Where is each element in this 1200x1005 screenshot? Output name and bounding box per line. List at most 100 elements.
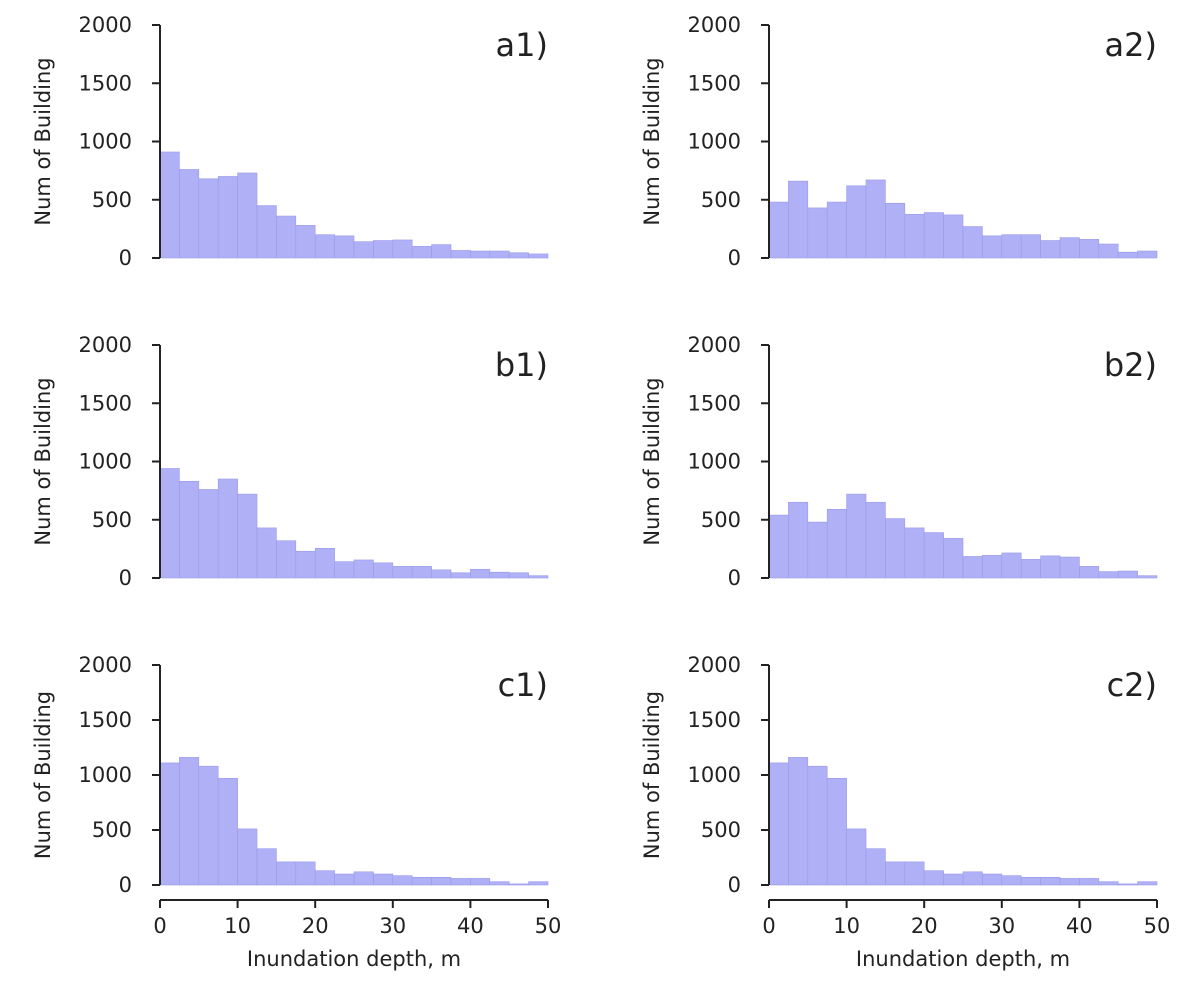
x-tick-label: 40 [457, 914, 484, 938]
histogram-bar [159, 762, 180, 886]
histogram-bar [865, 179, 886, 259]
histogram-bar [295, 225, 316, 259]
histogram-bar [373, 240, 394, 259]
histogram-bar [276, 540, 297, 579]
y-axis-label: Num of Building [640, 57, 664, 225]
histogram-bar [1137, 250, 1158, 259]
histogram-bar [256, 848, 277, 886]
panel-label: b1) [495, 346, 548, 384]
histogram-bar [788, 501, 809, 579]
y-axis-label: Num of Building [640, 377, 664, 545]
histogram-bar [1001, 552, 1022, 579]
y-tick-label: 500 [92, 188, 132, 212]
histogram-bar [217, 176, 238, 259]
histogram-bar [807, 765, 828, 886]
histogram-bar [1040, 240, 1061, 259]
histogram-bar [962, 871, 983, 886]
panel-b2: 0 500 1000 1500 2000 Num of Building b2) [640, 333, 1158, 590]
histogram-bar [1059, 237, 1080, 259]
histogram-bar [1137, 881, 1158, 886]
histogram-bar [1079, 239, 1100, 259]
x-tick-label: 30 [379, 914, 406, 938]
y-tick-label: 2000 [688, 653, 741, 677]
histogram-bar [885, 518, 906, 579]
y-tick-label: 1500 [79, 71, 132, 95]
histogram-bar [1020, 559, 1041, 579]
histogram-bar [982, 554, 1003, 579]
histogram-bar [923, 212, 944, 259]
y-tick-label: 500 [92, 818, 132, 842]
histogram-bar [962, 226, 983, 259]
histogram-bar [411, 246, 432, 259]
histogram-bar [217, 478, 238, 579]
histogram-bar [923, 532, 944, 579]
histogram-bar [353, 559, 374, 579]
y-tick-label: 1500 [688, 71, 741, 95]
histogram-bar [1059, 878, 1080, 886]
y-tick-label: 1000 [79, 763, 132, 787]
y-axis-label: Num of Building [31, 57, 55, 225]
histogram-bar [1059, 556, 1080, 579]
y-tick-label: 0 [728, 246, 741, 270]
y-tick-label: 0 [119, 566, 132, 590]
y-tick-label: 0 [728, 566, 741, 590]
y-tick-label: 1000 [79, 130, 132, 154]
histogram-bar [489, 250, 510, 259]
y-tick-label: 1500 [79, 708, 132, 732]
histogram-bar [885, 202, 906, 259]
x-tick-label: 0 [762, 914, 775, 938]
histogram-bar [411, 876, 432, 886]
panel-label: c2) [1107, 666, 1157, 704]
histogram-bar [943, 538, 964, 579]
histogram-bar [865, 848, 886, 886]
histogram-bar [1137, 575, 1158, 579]
x-tick-label: 50 [535, 914, 562, 938]
histogram-bar [237, 828, 258, 886]
y-tick-label: 1500 [79, 391, 132, 415]
panel-a2: 0 500 1000 1500 2000 Num of Building a2) [640, 13, 1158, 270]
histogram-bar [1001, 875, 1022, 886]
histogram-bar [826, 201, 847, 259]
histogram-bar [334, 235, 355, 259]
y-tick-label: 1500 [688, 391, 741, 415]
histogram-bar [198, 765, 219, 886]
histogram-bar [295, 861, 316, 886]
histogram-bar [256, 205, 277, 259]
histogram-bar [1040, 555, 1061, 579]
histogram-bar [846, 828, 867, 886]
histogram-bar [1098, 571, 1119, 579]
x-tick-label: 0 [153, 914, 166, 938]
x-tick-label: 20 [911, 914, 938, 938]
histogram-bar [237, 172, 258, 259]
histogram-bar [962, 556, 983, 579]
x-tick-label: 50 [1144, 914, 1171, 938]
histogram-bar [508, 883, 529, 886]
histogram-bar [276, 861, 297, 886]
histogram-bar [807, 521, 828, 579]
panel-b1: 0 500 1000 1500 2000 Num of Building b1) [31, 333, 549, 590]
histogram-bar [392, 875, 413, 886]
histogram-bar [392, 566, 413, 579]
panel-label: a2) [1105, 26, 1157, 64]
x-tick-label: 20 [302, 914, 329, 938]
y-tick-label: 1000 [688, 763, 741, 787]
histogram-bar [982, 235, 1003, 259]
histogram-bar [846, 493, 867, 579]
histogram-bar [1117, 883, 1138, 886]
histogram-bar [373, 562, 394, 579]
panel-label: a1) [496, 26, 548, 64]
x-tick-label: 30 [988, 914, 1015, 938]
panel-c2: 0 500 1000 1500 2000 Num of Building c2) 0 10 20 3… [640, 653, 1170, 971]
histogram-bar [1001, 234, 1022, 259]
histogram-bar [1098, 881, 1119, 886]
histogram-bar [768, 762, 789, 886]
histogram-bar [508, 252, 529, 259]
y-tick-label: 500 [701, 188, 741, 212]
histogram-bar [1117, 570, 1138, 579]
panel-label: b2) [1104, 346, 1157, 384]
y-axis-label: Num of Building [31, 377, 55, 545]
histogram-bar [489, 881, 510, 886]
histogram-bar [904, 214, 925, 259]
y-tick-label: 2000 [79, 333, 132, 357]
histogram-bar [450, 250, 471, 259]
